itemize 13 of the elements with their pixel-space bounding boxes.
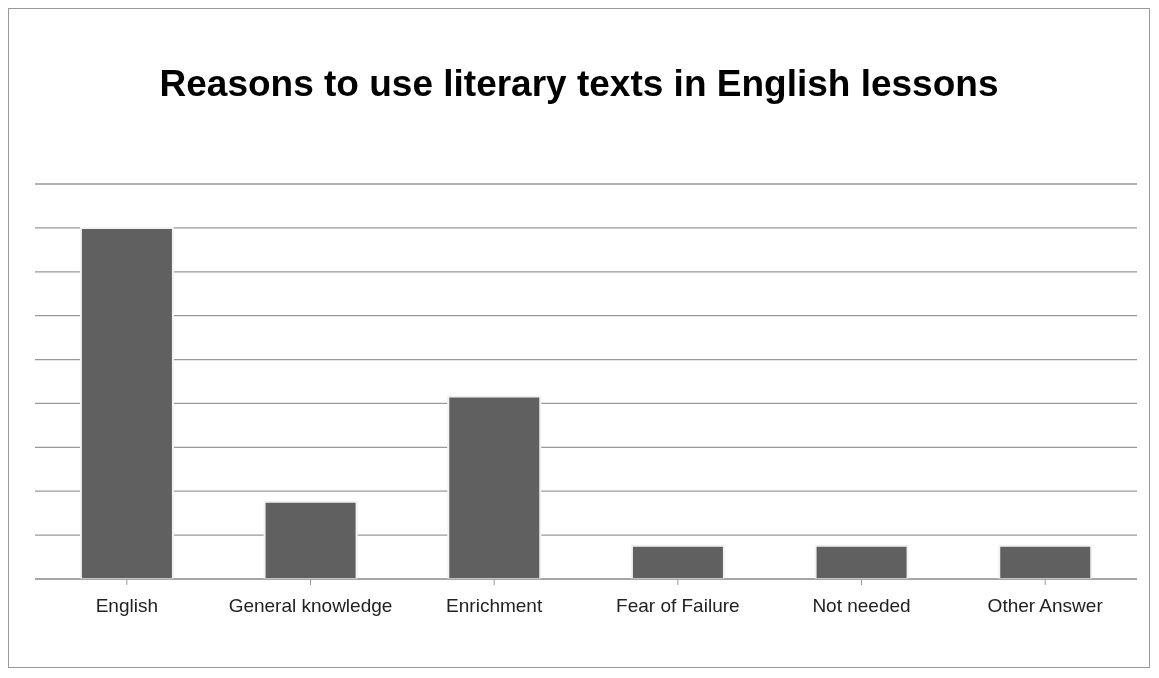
- x-tick-label: Other Answer: [987, 595, 1104, 617]
- bar: [630, 544, 725, 579]
- x-tick-label: General knowledge: [228, 595, 393, 617]
- bar: [998, 544, 1093, 579]
- bar: [263, 500, 358, 579]
- bar: [447, 395, 542, 579]
- chart-title: Reasons to use literary texts in English lessons: [158, 62, 1000, 106]
- x-tick-label: Enrichment: [446, 595, 543, 617]
- x-tick-label: Not needed: [812, 595, 911, 617]
- bar: [79, 226, 174, 579]
- bar: [814, 544, 909, 579]
- x-tick-label: Fear of Failure: [616, 595, 740, 617]
- x-tick-label: English: [95, 595, 158, 617]
